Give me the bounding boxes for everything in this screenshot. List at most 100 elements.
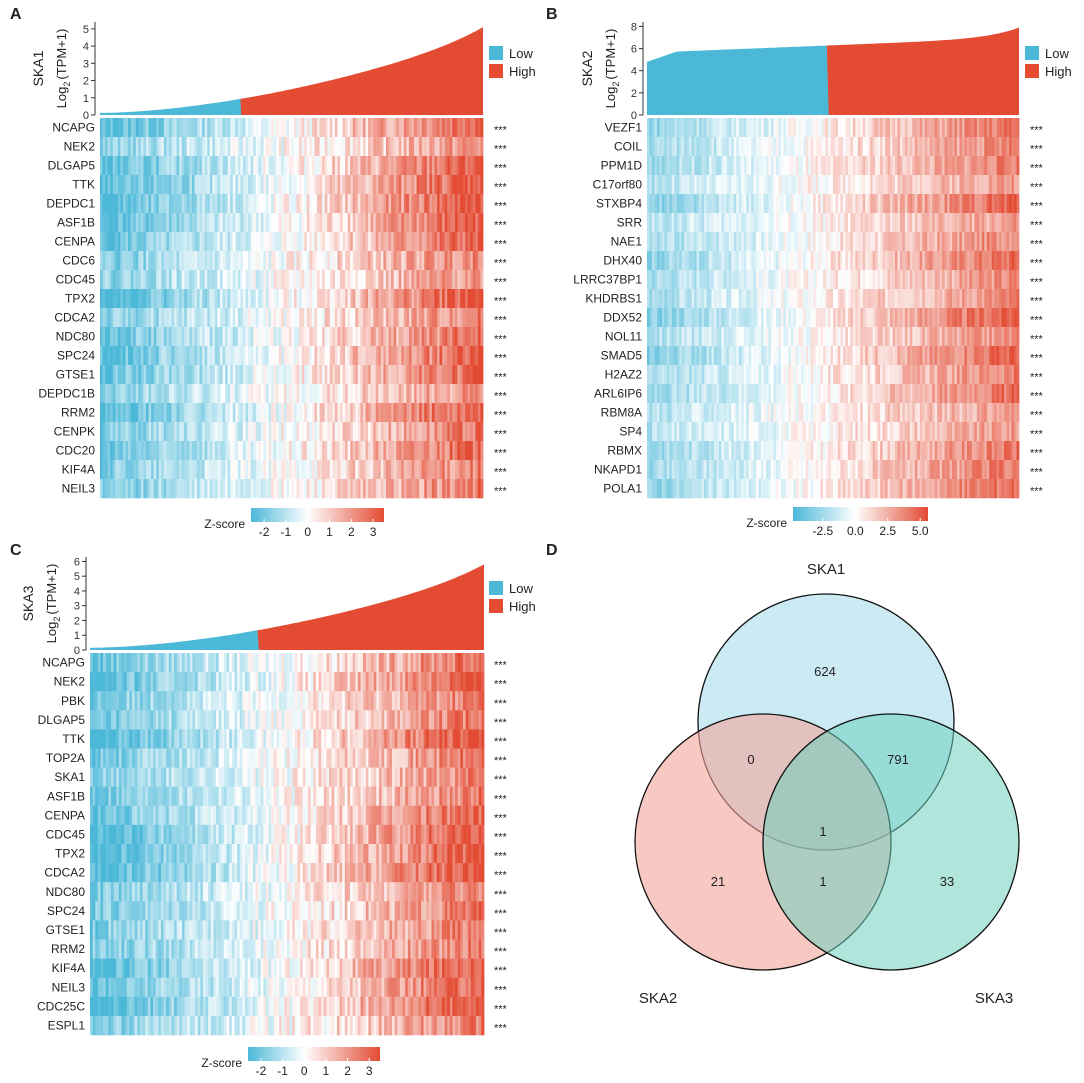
heatmap-cell bbox=[324, 251, 328, 271]
heatmap-cell bbox=[133, 441, 137, 461]
heatmap-cell bbox=[383, 156, 387, 176]
heatmap-cell bbox=[248, 137, 252, 157]
heatmap-cell bbox=[396, 460, 400, 480]
heatmap-cell bbox=[939, 232, 943, 252]
heatmap-cell bbox=[281, 232, 285, 252]
heatmap-cell bbox=[186, 175, 190, 195]
heatmap-cell bbox=[396, 403, 400, 423]
heatmap-cell bbox=[209, 156, 213, 176]
heatmap-cell bbox=[352, 403, 356, 423]
heatmap-cell bbox=[699, 327, 702, 347]
heatmap-cell bbox=[268, 441, 272, 461]
heatmap-cell bbox=[691, 137, 695, 157]
heatmap-cell bbox=[912, 251, 916, 271]
heatmap-cell bbox=[659, 327, 663, 347]
heatmap-cell bbox=[337, 479, 341, 499]
heatmap-cell bbox=[329, 384, 333, 404]
heatmap-cell bbox=[286, 270, 290, 290]
heatmap-cell bbox=[696, 289, 700, 309]
heatmap-cell bbox=[902, 194, 906, 214]
heatmap-cell bbox=[401, 175, 405, 195]
heatmap-cell bbox=[258, 441, 262, 461]
heatmap-cell bbox=[105, 213, 109, 233]
heatmap-cell bbox=[151, 232, 155, 252]
heatmap-cell bbox=[976, 232, 980, 252]
heatmap-cell bbox=[788, 118, 792, 138]
heatmap-cell bbox=[924, 194, 928, 214]
heatmap-cell bbox=[467, 118, 471, 138]
heatmap-cell bbox=[105, 270, 109, 290]
heatmap-cell bbox=[949, 270, 953, 290]
heatmap-cell bbox=[194, 118, 198, 138]
heatmap-cell bbox=[194, 308, 198, 328]
heatmap-cell bbox=[654, 289, 658, 309]
heatmap-cell bbox=[248, 403, 252, 423]
heatmap-cell bbox=[788, 308, 792, 328]
heatmap-cell bbox=[996, 308, 1000, 328]
heatmap-cell bbox=[184, 232, 188, 252]
heatmap-cell bbox=[721, 327, 725, 347]
heatmap-cell bbox=[202, 118, 206, 138]
heatmap-cell bbox=[401, 479, 405, 499]
heatmap-cell bbox=[763, 175, 767, 195]
heatmap-cell bbox=[892, 194, 896, 214]
heatmap-cell bbox=[778, 118, 782, 138]
heatmap-cell bbox=[133, 194, 137, 214]
heatmap-cell bbox=[176, 289, 180, 309]
heatmap-cell bbox=[145, 346, 149, 366]
heatmap-cell bbox=[686, 270, 690, 290]
heatmap-cell bbox=[301, 213, 305, 233]
heatmap-cell bbox=[138, 403, 142, 423]
heatmap-cell bbox=[276, 270, 280, 290]
heatmap-cell bbox=[130, 289, 134, 309]
heatmap-cell bbox=[235, 175, 239, 195]
heatmap-cell bbox=[651, 270, 655, 290]
heatmap-cell bbox=[927, 213, 931, 233]
heatmap-cell bbox=[989, 118, 993, 138]
heatmap-cell bbox=[276, 479, 280, 499]
heatmap-cell bbox=[245, 118, 249, 138]
heatmap-cell bbox=[808, 194, 812, 214]
heatmap-cell bbox=[273, 194, 277, 214]
heatmap-cell bbox=[385, 422, 389, 442]
heatmap-cell bbox=[174, 441, 177, 461]
heatmap-cell bbox=[314, 175, 318, 195]
heatmap-cell bbox=[783, 232, 787, 252]
heatmap-cell bbox=[214, 346, 218, 366]
heatmap-cell bbox=[835, 175, 839, 195]
heatmap-cell bbox=[189, 156, 193, 176]
heatmap-cell bbox=[380, 137, 384, 157]
heatmap-cell bbox=[368, 460, 372, 480]
heatmap-cell bbox=[100, 270, 103, 290]
heatmap-cell bbox=[391, 460, 395, 480]
heatmap-cell bbox=[383, 308, 387, 328]
heatmap-cell bbox=[145, 460, 149, 480]
heatmap-cell bbox=[842, 156, 846, 176]
heatmap-cell bbox=[375, 346, 379, 366]
heatmap-cell bbox=[199, 460, 203, 480]
heatmap-cell bbox=[711, 213, 715, 233]
heatmap-cell bbox=[230, 365, 234, 385]
heatmap-cell bbox=[954, 270, 958, 290]
heatmap-cell bbox=[227, 232, 231, 252]
heatmap-cell bbox=[291, 232, 295, 252]
heatmap-cell bbox=[391, 441, 395, 461]
heatmap-cell bbox=[355, 137, 359, 157]
heatmap-cell bbox=[107, 251, 111, 271]
heatmap-cell bbox=[671, 232, 675, 252]
heatmap-cell bbox=[383, 441, 387, 461]
heatmap-cell bbox=[454, 422, 458, 442]
heatmap-cell bbox=[1011, 137, 1015, 157]
heatmap-cell bbox=[327, 384, 331, 404]
heatmap-cell bbox=[477, 479, 481, 499]
heatmap-cell bbox=[242, 308, 246, 328]
heatmap-cell bbox=[197, 308, 200, 328]
heatmap-cell bbox=[345, 232, 349, 252]
heatmap-cell bbox=[442, 194, 446, 214]
heatmap-cell bbox=[733, 232, 737, 252]
heatmap-cell bbox=[907, 270, 911, 290]
heatmap-cell bbox=[112, 289, 116, 309]
heatmap-cell bbox=[174, 403, 177, 423]
heatmap-cell bbox=[311, 194, 315, 214]
heatmap-cell bbox=[212, 308, 216, 328]
